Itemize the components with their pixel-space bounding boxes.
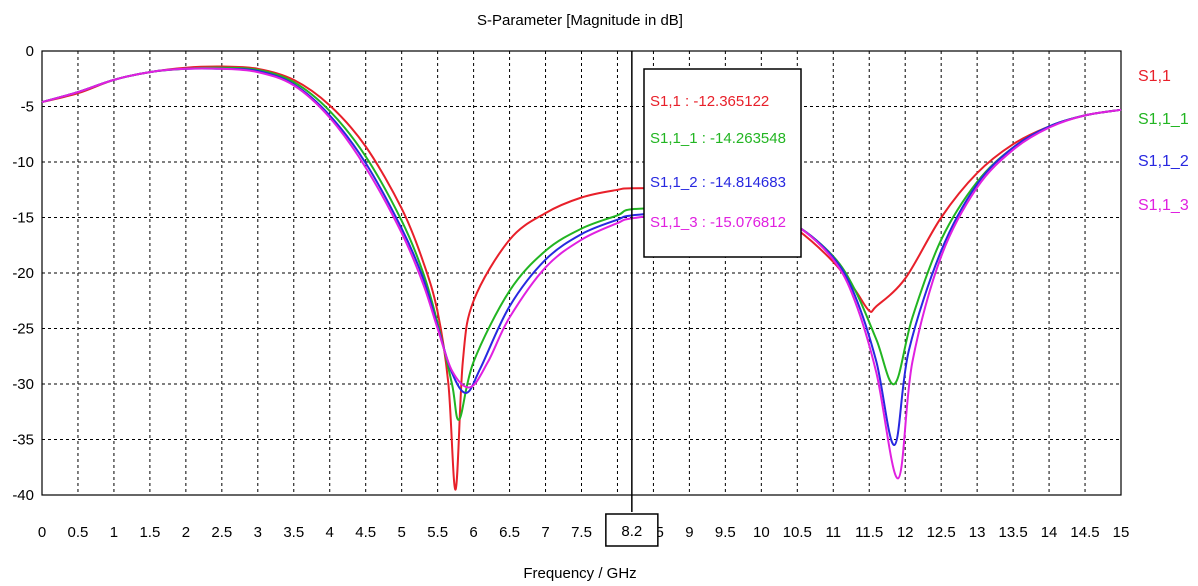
series-line-s1-1-1	[41, 66, 1122, 421]
x-tick-label: 7.5	[571, 524, 592, 541]
x-tick-label: 1	[110, 524, 118, 541]
marker-tooltip: S1,1 : -12.365122 S1,1_1 : -14.263548 S1,1…	[643, 68, 802, 258]
y-tick-label: -15	[12, 210, 34, 227]
x-tick-label: 6.5	[499, 524, 520, 541]
legend-entry[interactable]: S1,1_3	[1138, 197, 1189, 214]
y-axis-ticks: 0 -5 -10 -15 -20 -25 -30 -35 -40	[12, 43, 34, 504]
legend-entry[interactable]: S1,1_1	[1138, 111, 1189, 128]
y-tick-label: 0	[26, 43, 34, 60]
series-line-s1-1-3	[41, 67, 1122, 480]
x-tick-label: 0	[38, 524, 46, 541]
cursor-value-box[interactable]: 8.2	[605, 513, 659, 547]
series-line-s1-1-2	[41, 67, 1122, 447]
x-tick-label: 5	[397, 524, 405, 541]
y-tick-label: -25	[12, 321, 34, 338]
x-tick-label: 3.5	[283, 524, 304, 541]
x-tick-label: 15	[1113, 524, 1130, 541]
x-tick-label: 7	[541, 524, 549, 541]
x-tick-label: 4.5	[355, 524, 376, 541]
x-tick-label: 1.5	[139, 524, 160, 541]
x-tick-label: 12	[897, 524, 914, 541]
y-tick-label: -40	[12, 487, 34, 504]
tooltip-value: S1,1_1 : -14.263548	[650, 130, 786, 147]
x-tick-label: 13	[969, 524, 986, 541]
tooltip-value: S1,1_3 : -15.076812	[650, 214, 786, 231]
chart-title: S-Parameter [Magnitude in dB]	[477, 12, 683, 29]
legend-entry[interactable]: S1,1_2	[1138, 153, 1189, 170]
x-tick-label: 9	[685, 524, 693, 541]
tooltip-frame	[643, 68, 802, 258]
x-tick-label: 10.5	[783, 524, 812, 541]
x-tick-label: 11	[825, 524, 841, 541]
legend-entry[interactable]: S1,1	[1138, 68, 1171, 85]
x-tick-label: 0.5	[68, 524, 89, 541]
y-tick-label: -35	[12, 432, 34, 449]
y-tick-label: -30	[12, 376, 34, 393]
x-tick-label: 12.5	[927, 524, 956, 541]
x-tick-label: 2	[182, 524, 190, 541]
y-tick-label: -10	[12, 154, 34, 171]
x-tick-label: 14.5	[1070, 524, 1099, 541]
x-tick-label: 5.5	[427, 524, 448, 541]
tooltip-value: S1,1_2 : -14.814683	[650, 174, 786, 191]
x-tick-label: 3	[254, 524, 262, 541]
series-curves	[41, 65, 1122, 491]
cursor-value-label: 8.2	[621, 523, 642, 540]
x-tick-label: 4	[326, 524, 334, 541]
tooltip-value: S1,1 : -12.365122	[650, 93, 769, 110]
x-tick-label: 10	[753, 524, 770, 541]
x-tick-label: 9.5	[715, 524, 736, 541]
legend: S1,1 S1,1_1 S1,1_2 S1,1_3	[1138, 68, 1189, 214]
x-tick-label: 13.5	[998, 524, 1027, 541]
series-line-s1-1	[41, 65, 1122, 491]
y-tick-label: -20	[12, 265, 34, 282]
x-tick-label: 14	[1041, 524, 1058, 541]
x-tick-label: 6	[469, 524, 477, 541]
y-tick-label: -5	[21, 99, 34, 116]
x-tick-label: 2.5	[211, 524, 232, 541]
x-tick-label: 11.5	[855, 524, 883, 541]
cursor-value-frame	[605, 513, 659, 547]
x-axis-label: Frequency / GHz	[523, 565, 636, 582]
plot-frame	[41, 50, 1122, 496]
